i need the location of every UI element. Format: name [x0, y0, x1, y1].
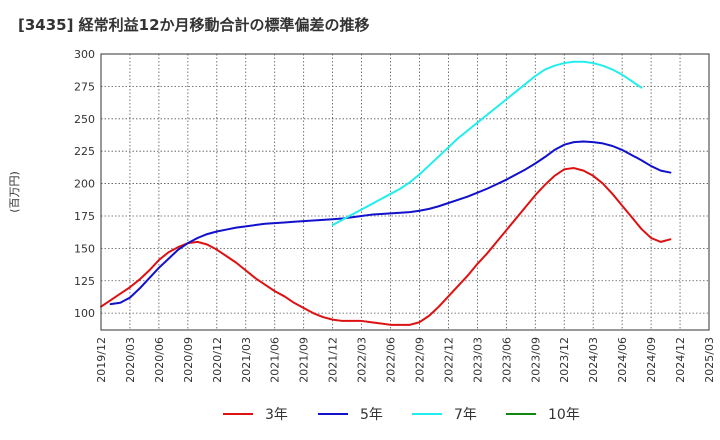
y-tick-label: 225	[74, 145, 95, 158]
x-tick-label: 2024/09	[645, 337, 658, 383]
grid	[100, 53, 710, 330]
legend: 3年 5年 7年 10年	[223, 407, 580, 423]
x-tick-label: 2023/06	[500, 337, 513, 383]
x-tick-label: 2021/09	[298, 337, 311, 383]
x-tick-label: 2021/06	[269, 337, 282, 383]
y-axis-label: (百万円)	[8, 171, 21, 213]
x-tick-label: 2022/09	[413, 337, 426, 383]
y-tick-label: 125	[74, 275, 95, 288]
x-tick-label: 2024/06	[616, 337, 629, 383]
x-tick-label: 2024/12	[674, 337, 687, 383]
legend-label-1: 3年	[265, 407, 288, 423]
series-line-2	[109, 140, 672, 306]
y-axis-ticks: 100 125 150 175 200 225 250 275 300	[74, 48, 95, 320]
x-tick-label: 2020/12	[211, 337, 224, 383]
x-tick-label: 2024/03	[587, 337, 600, 383]
x-tick-label: 2022/03	[356, 337, 369, 383]
legend-label-3: 7年	[454, 407, 477, 423]
y-tick-label: 150	[74, 242, 95, 255]
series-line-1	[100, 167, 672, 326]
y-tick-label: 300	[74, 48, 95, 61]
x-axis-ticks: 2019/12 2020/03 2020/06 2020/09 2020/12 2021/…	[95, 337, 716, 383]
legend-label-4: 10年	[548, 407, 580, 423]
y-tick-label: 175	[74, 210, 95, 223]
x-tick-label: 2020/09	[182, 337, 195, 383]
y-tick-label: 250	[74, 113, 95, 126]
x-tick-label: 2023/09	[529, 337, 542, 383]
plot-area	[100, 53, 710, 331]
x-tick-label: 2022/06	[385, 337, 398, 383]
legend-label-2: 5年	[360, 407, 383, 423]
x-tick-label: 2025/03	[703, 337, 716, 383]
x-tick-label: 2019/12	[95, 337, 108, 383]
y-tick-label: 200	[74, 178, 95, 191]
y-tick-label: 100	[74, 307, 95, 320]
x-tick-label: 2023/03	[471, 337, 484, 383]
x-tick-label: 2021/03	[240, 337, 253, 383]
x-tick-label: 2020/06	[153, 337, 166, 383]
series-lines	[100, 60, 672, 326]
x-tick-label: 2022/12	[442, 337, 455, 383]
x-tick-label: 2021/12	[327, 337, 340, 383]
x-tick-label: 2023/12	[558, 337, 571, 383]
y-tick-label: 275	[74, 80, 95, 93]
series-line-3	[331, 60, 643, 227]
x-tick-label: 2020/03	[124, 337, 137, 383]
chart-title: [3435] 経常利益12か月移動合計の標準偏差の推移	[18, 16, 370, 34]
